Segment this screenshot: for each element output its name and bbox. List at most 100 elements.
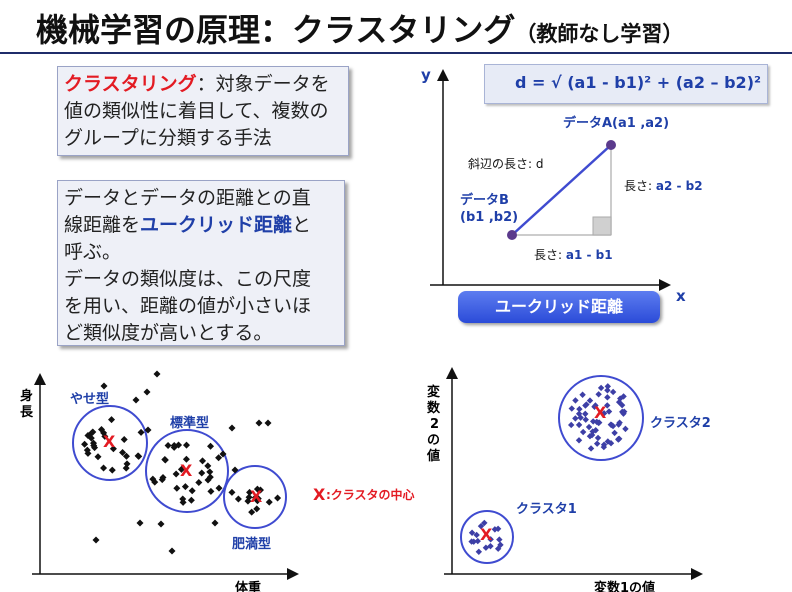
scatter-point	[100, 464, 108, 472]
euclid-term: ユークリッド距離	[140, 214, 293, 236]
scatter-point	[605, 408, 613, 415]
scatter-point	[206, 468, 214, 476]
scatter-point	[474, 537, 481, 545]
definition-box: クラスタリング：対象データを値の類似性に着目して、複数のグループに分類する手法	[57, 66, 349, 156]
cluster-label-obese: 肥満型	[232, 536, 271, 552]
cluster-circle-standard	[145, 429, 229, 513]
scatter-point	[568, 405, 575, 412]
page-title: 機械学習の原理：クラスタリング（教師なし学習）	[36, 5, 683, 51]
center-mark-slim: X	[103, 432, 116, 451]
scatter-point	[579, 428, 587, 436]
scatter-point	[123, 460, 131, 468]
scatter-point	[164, 442, 172, 450]
scatter-point	[579, 391, 586, 398]
scatter-point	[89, 428, 97, 436]
point-b	[507, 230, 517, 240]
right-y-label: 変数 2 の値	[426, 384, 441, 464]
distance-line-2-post: と	[292, 214, 312, 236]
distance-box: データとデータの距離との直 線距離をユークリッド距離と 呼ぶ。 データの類似度は…	[57, 180, 345, 346]
scatter-point	[135, 452, 143, 460]
scatter-point	[228, 488, 236, 496]
scatter-point	[604, 383, 611, 390]
scatter-point	[168, 547, 176, 555]
distance-line-1: データとデータの距離との直	[64, 187, 311, 209]
distance-line-3: 呼ぶ。	[64, 241, 122, 263]
scatter-point	[575, 410, 583, 417]
vertical-label: 長さ: a2 - b2	[624, 179, 703, 193]
scatter-point	[568, 421, 575, 429]
scatter-point	[620, 408, 628, 415]
scatter-point	[575, 437, 583, 444]
vertical-label-val: a2 - b2	[656, 179, 703, 193]
scatter-point	[572, 397, 579, 404]
cluster-label-2: クラスタ2	[650, 416, 711, 431]
point-b-label-2: (b1 ,b2)	[460, 210, 518, 225]
scatter-point	[159, 474, 167, 482]
definition-text: クラスタリング：対象データを値の類似性に着目して、複数のグループに分類する手法	[64, 71, 344, 152]
definition-term: クラスタリング	[64, 73, 197, 95]
distance-line-2-pre: 線距離を	[64, 214, 141, 236]
scatter-point	[475, 548, 483, 555]
scatter-point	[587, 445, 595, 452]
scatter-point	[109, 445, 117, 453]
scatter-point	[494, 545, 502, 552]
scatter-point	[487, 542, 494, 550]
scatter-point	[618, 401, 626, 409]
cluster-label-1: クラスタ1	[516, 502, 577, 517]
scatter-point	[187, 496, 195, 504]
scatter-point	[215, 454, 223, 462]
scatter-point	[183, 441, 191, 449]
scatter-point	[473, 531, 480, 539]
scatter-point	[604, 394, 611, 401]
formula-box: d = √ (a1 - b1)² + (a2 – b2)²	[484, 64, 768, 104]
scatter-point	[481, 519, 488, 527]
scatter-point	[182, 455, 190, 463]
scatter-point	[609, 388, 617, 396]
scatter-point	[144, 426, 152, 434]
scatter-point	[248, 508, 256, 516]
scatter-point	[609, 422, 617, 430]
scatter-point	[593, 440, 601, 447]
cluster-circle-slim	[72, 405, 148, 481]
scatter-point	[231, 466, 239, 474]
scatter-point	[594, 434, 602, 442]
scatter-point	[595, 391, 602, 398]
point-a-label: データA(a1 ,a2)	[563, 115, 669, 131]
scatter-point	[108, 416, 116, 424]
scatter-point	[585, 423, 593, 431]
scatter-point	[173, 484, 181, 492]
scatter-point	[586, 397, 594, 404]
scatter-point	[84, 449, 92, 457]
scatter-point	[195, 479, 203, 487]
scatter-point	[604, 387, 611, 394]
scatter-point	[611, 429, 618, 437]
scatter-point	[234, 495, 242, 503]
distance-text: データとデータの距離との直 線距離をユークリッド距離と 呼ぶ。 データの類似度は…	[64, 185, 311, 347]
center-mark-obese: X	[250, 487, 263, 506]
scatter-point	[228, 424, 236, 432]
scatter-point	[575, 421, 583, 429]
scatter-point	[179, 498, 187, 506]
right-scatter-points	[468, 383, 629, 555]
horizontal-label-val: a1 - b1	[566, 248, 613, 262]
scatter-point	[491, 526, 499, 533]
scatter-point	[615, 398, 623, 406]
scatter-point	[198, 469, 206, 477]
euclid-button[interactable]: ユークリッド距離	[458, 291, 660, 323]
scatter-point	[496, 536, 503, 543]
cluster-circle-1	[460, 510, 514, 564]
scatter-point	[92, 536, 100, 544]
hypotenuse-line	[511, 144, 612, 236]
scatter-point	[607, 421, 615, 428]
legend-mark: X	[313, 485, 326, 504]
distance-line-2: 線距離をユークリッド距離と	[64, 212, 311, 239]
scatter-point	[577, 414, 584, 421]
title-main: 機械学習の原理：クラスタリング	[36, 11, 516, 49]
scatter-point	[586, 433, 594, 440]
hypotenuse-label: 斜辺の長さ: d	[468, 157, 543, 171]
title-bar: 機械学習の原理：クラスタリング（教師なし学習）	[0, 0, 792, 54]
scatter-point	[274, 494, 282, 502]
distance-line-4: データの類似度は、この尺度	[64, 268, 312, 290]
scatter-point	[246, 488, 254, 496]
scatter-point	[582, 416, 589, 423]
